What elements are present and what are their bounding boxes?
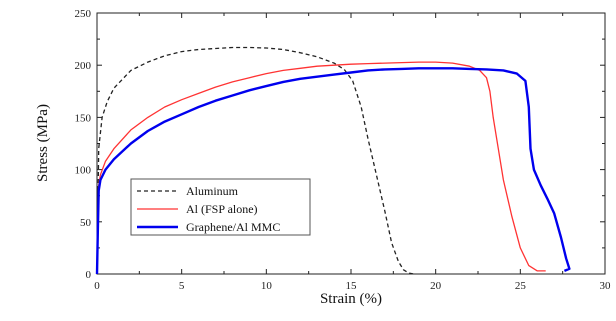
x-tick-label: 5 [179, 280, 185, 292]
legend-box [130, 178, 311, 236]
x-tick-label: 20 [430, 280, 442, 292]
y-tick-label: 200 [75, 60, 92, 72]
series-line-graphene-al [95, 67, 571, 275]
y-tick-label: 150 [75, 112, 92, 124]
series-line-al-fsp [96, 61, 546, 275]
x-axis-title: Strain (%) [320, 291, 382, 307]
y-tick-label: 250 [75, 8, 92, 20]
x-tick-label: 30 [600, 280, 612, 292]
x-tick-label: 15 [346, 280, 358, 292]
axis-ticks: 0 5 10 15 20 25 30 0 50 100 150 200 250 [75, 8, 612, 292]
legend-label-aluminum: Aluminum [186, 184, 239, 198]
legend-label-graphene-al: Graphene/Al MMC [186, 220, 280, 234]
y-tick-label: 50 [80, 217, 92, 229]
legend-label-al-fsp: Al (FSP alone) [186, 202, 258, 216]
x-tick-label: 10 [261, 280, 273, 292]
x-tick-label: 25 [515, 280, 527, 292]
y-tick-label: 100 [75, 165, 92, 177]
series-layer [95, 46, 571, 275]
legend: Aluminum Al (FSP alone) Graphene/Al MMC [130, 178, 311, 236]
x-tick-label: 0 [94, 280, 100, 292]
y-axis-title: Stress (MPa) [35, 104, 51, 182]
series-line-aluminum [96, 46, 414, 275]
y-tick-label: 0 [86, 269, 92, 281]
